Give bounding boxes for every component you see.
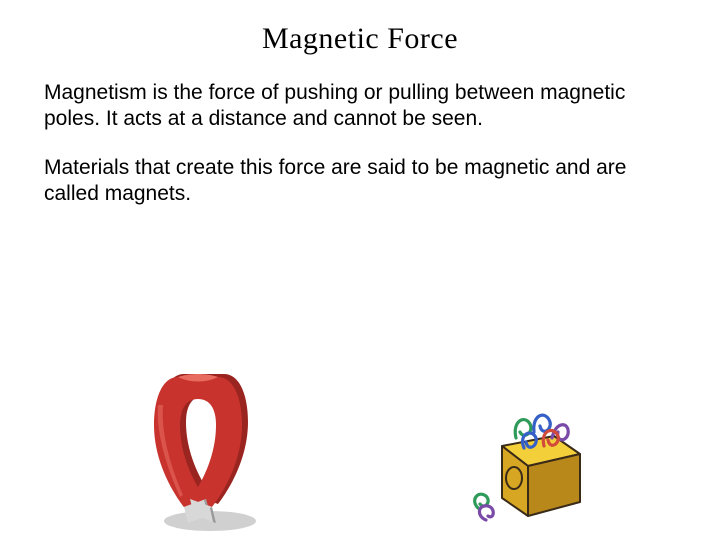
paragraph-1: Magnetism is the force of pushing or pul… [44, 80, 660, 133]
slide: Magnetic Force Magnetism is the force of… [0, 22, 720, 540]
horseshoe-magnet-image [150, 359, 270, 534]
horseshoe-magnet-icon [150, 359, 270, 534]
paragraph-2: Materials that create this force are sai… [44, 155, 660, 208]
slide-title: Magnetic Force [0, 22, 720, 56]
image-row [0, 359, 720, 534]
paperclip-holder-image [460, 359, 600, 534]
paperclip-holder-icon [460, 374, 600, 534]
